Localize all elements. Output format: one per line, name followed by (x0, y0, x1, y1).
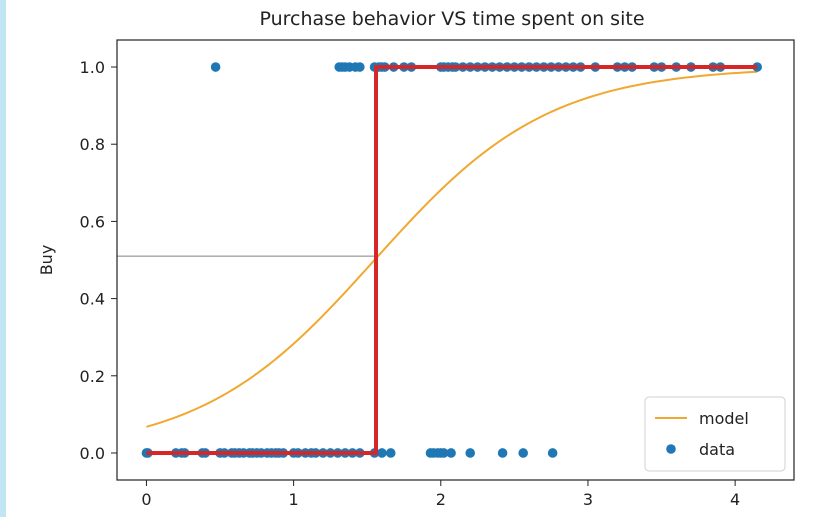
threshold-step-line (146, 65, 758, 455)
data-point (438, 448, 449, 458)
data-point (210, 62, 221, 72)
legend-box (644, 396, 786, 472)
y-tick-label: 0.0 (80, 444, 105, 463)
data-point (385, 448, 396, 458)
chart-legend: model data (644, 396, 786, 472)
y-tick-label: 0.6 (80, 212, 105, 231)
y-tick-label: 0.2 (80, 367, 105, 386)
x-tick-label: 0 (141, 490, 151, 509)
data-point (547, 448, 558, 458)
legend-data-swatch (666, 444, 676, 454)
chart-title: Purchase behavior VS time spent on site (259, 8, 644, 30)
data-point (446, 448, 456, 458)
y-tick-label: 1.0 (80, 58, 105, 77)
x-tick-label: 2 (436, 490, 446, 509)
data-point (465, 448, 476, 458)
legend-data-label: data (699, 440, 735, 459)
model-line (146, 70, 758, 428)
data-point (377, 448, 387, 458)
x-tick-label: 4 (730, 490, 740, 509)
y-tick-label: 0.4 (80, 290, 105, 309)
data-point (518, 448, 528, 458)
y-tick-label: 0.8 (80, 135, 105, 154)
x-tick-label: 1 (289, 490, 299, 509)
y-axis-label: Buy (37, 245, 56, 276)
legend-model-label: model (699, 409, 749, 428)
chart-marks (117, 62, 763, 458)
plot-frame (116, 39, 795, 481)
data-point (497, 448, 508, 458)
chart-axes: 0 1 2 3 4 0.0 0.2 0.4 0.6 0.8 1.0 (80, 39, 795, 509)
left-edge-strip (0, 0, 6, 517)
x-tick-label: 3 (583, 490, 593, 509)
data-point (355, 62, 365, 72)
